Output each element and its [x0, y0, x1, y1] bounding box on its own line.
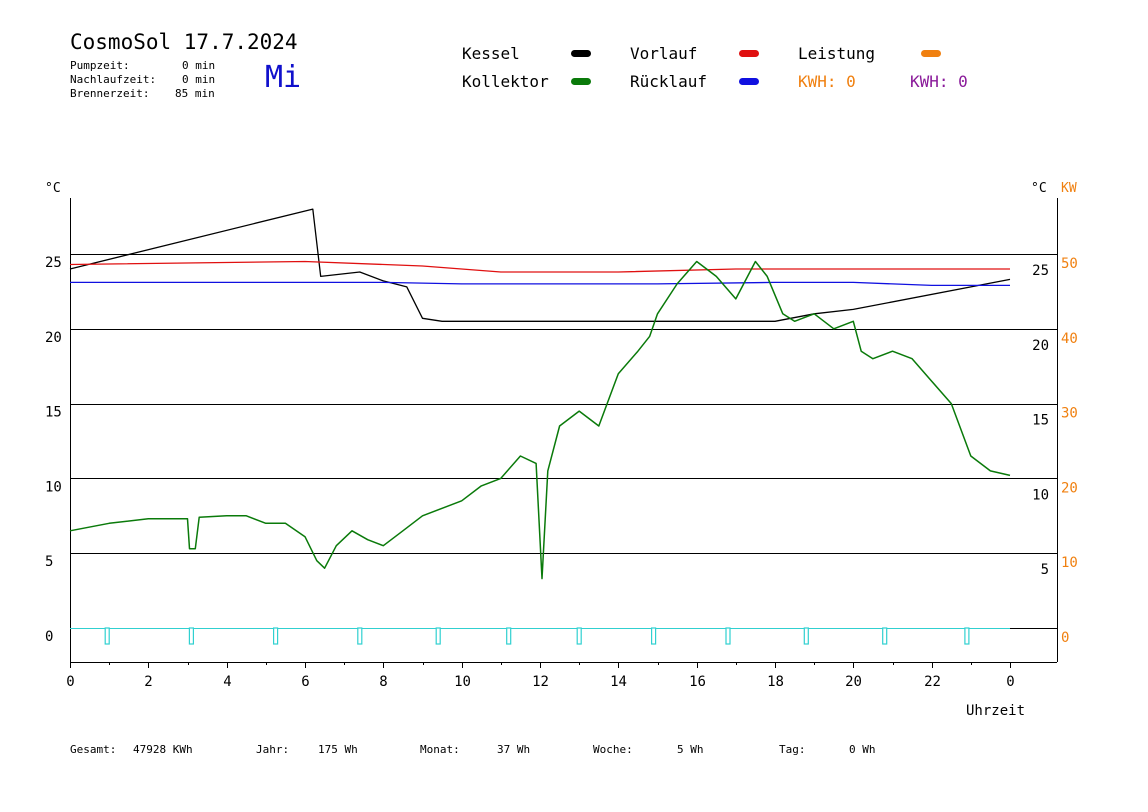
series-vorlauf [70, 262, 1010, 273]
footer-jahr-value: 175 Wh [318, 743, 358, 756]
footer-tag-value: 0 Wh [849, 743, 876, 756]
y-tick-label-kw: 50 [1061, 256, 1078, 272]
x-tick-label: 22 [924, 674, 941, 690]
x-tick-label: 6 [301, 674, 309, 690]
pump-marker [358, 628, 362, 644]
series-kessel [70, 209, 1010, 321]
x-tick-label: 2 [144, 674, 152, 690]
x-tick-label: 16 [689, 674, 706, 690]
chart-series [70, 209, 1010, 578]
footer-tag-label: Tag: [779, 743, 806, 756]
x-tick-label: 0 [1006, 674, 1014, 690]
y-tick-label-left: 15 [45, 405, 62, 421]
pump-marker [804, 628, 808, 644]
y-axis-label-right: °C [1031, 181, 1047, 196]
y-axis-label-left: °C [45, 181, 61, 196]
footer-gesamt-label: Gesamt: [70, 743, 116, 756]
pump-marker [965, 628, 969, 644]
footer-woche-value: 5 Wh [677, 743, 704, 756]
y-tick-label-left: 25 [45, 255, 62, 271]
footer-jahr-label: Jahr: [256, 743, 289, 756]
x-tick-label: 8 [379, 674, 387, 690]
series-kollektor [70, 262, 1010, 579]
pump-marker [189, 628, 193, 644]
x-axis-label: Uhrzeit [966, 703, 1025, 719]
series-ruecklauf [70, 282, 1010, 285]
y-tick-label-left: 5 [45, 554, 53, 570]
x-tick-label: 0 [66, 674, 74, 690]
y-tick-label-left: 0 [45, 629, 53, 645]
y-tick-label-kw: 40 [1061, 331, 1078, 347]
y-tick-label-right: 10 [1032, 487, 1049, 503]
x-tick-label: 12 [532, 674, 549, 690]
y-tick-label-right: 25 [1032, 263, 1049, 279]
x-tick-label: 18 [767, 674, 784, 690]
axis-labels: 0 2 4 6 8 10 12 14 16 18 20 22 0 0 5 10 15 20 25 5 10 15 20 25 0… [45, 181, 1078, 719]
y-tick-label-kw: 0 [1061, 630, 1069, 646]
y-tick-label-right: 5 [1041, 562, 1049, 578]
chart-grid [70, 255, 1057, 629]
footer-monat-value: 37 Wh [497, 743, 530, 756]
temperature-chart: 0 2 4 6 8 10 12 14 16 18 20 22 0 0 5 10 15 20 25 5 10 15 20 25 0… [0, 0, 1148, 812]
pump-marker [436, 628, 440, 644]
y-tick-label-left: 20 [45, 330, 62, 346]
pump-marker [883, 628, 887, 644]
y-tick-label-kw: 10 [1061, 555, 1078, 571]
y-tick-label-kw: 20 [1061, 480, 1078, 496]
footer-monat-label: Monat: [420, 743, 460, 756]
pump-marker [507, 628, 511, 644]
pump-marker [652, 628, 656, 644]
pump-marker [105, 628, 109, 644]
x-tick-label: 14 [610, 674, 627, 690]
y-tick-label-right: 15 [1032, 413, 1049, 429]
x-tick-label: 20 [845, 674, 862, 690]
y-axis-label-kw: KW [1061, 181, 1077, 196]
pump-marker [577, 628, 581, 644]
y-tick-label-right: 20 [1032, 338, 1049, 354]
pump-marker [726, 628, 730, 644]
y-tick-label-left: 10 [45, 479, 62, 495]
footer-woche-label: Woche: [593, 743, 633, 756]
pump-markers [70, 628, 1010, 644]
y-tick-label-kw: 30 [1061, 406, 1078, 422]
pump-marker [274, 628, 278, 644]
x-tick-label: 10 [454, 674, 471, 690]
x-tick-label: 4 [223, 674, 231, 690]
footer-gesamt-value: 47928 KWh [133, 743, 193, 756]
